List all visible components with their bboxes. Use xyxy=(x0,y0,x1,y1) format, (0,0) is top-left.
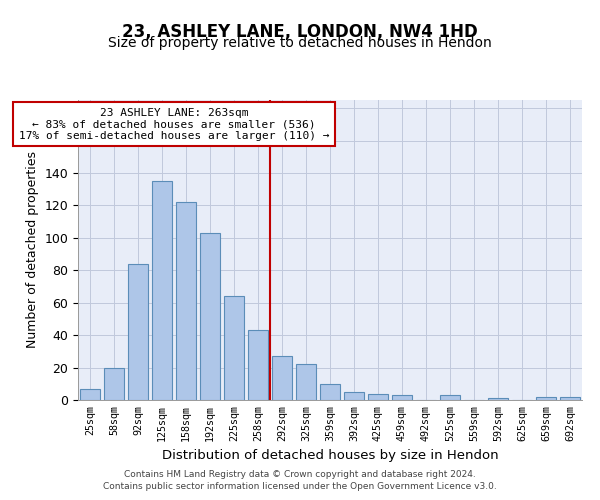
Text: 23 ASHLEY LANE: 263sqm
← 83% of detached houses are smaller (536)
17% of semi-de: 23 ASHLEY LANE: 263sqm ← 83% of detached… xyxy=(19,108,329,141)
Bar xyxy=(440,395,460,400)
Bar xyxy=(488,398,508,400)
Bar xyxy=(152,181,172,400)
Bar xyxy=(392,395,412,400)
Bar xyxy=(272,356,292,400)
Bar xyxy=(224,296,244,400)
Bar xyxy=(200,233,220,400)
Bar xyxy=(320,384,340,400)
Bar xyxy=(104,368,124,400)
Bar xyxy=(368,394,388,400)
X-axis label: Distribution of detached houses by size in Hendon: Distribution of detached houses by size … xyxy=(161,449,499,462)
Bar xyxy=(80,388,100,400)
Bar xyxy=(560,397,580,400)
Bar xyxy=(128,264,148,400)
Y-axis label: Number of detached properties: Number of detached properties xyxy=(26,152,39,348)
Bar xyxy=(296,364,316,400)
Text: Contains HM Land Registry data © Crown copyright and database right 2024.: Contains HM Land Registry data © Crown c… xyxy=(124,470,476,479)
Text: Size of property relative to detached houses in Hendon: Size of property relative to detached ho… xyxy=(108,36,492,50)
Text: Contains public sector information licensed under the Open Government Licence v3: Contains public sector information licen… xyxy=(103,482,497,491)
Bar xyxy=(344,392,364,400)
Bar xyxy=(176,202,196,400)
Bar xyxy=(536,397,556,400)
Bar xyxy=(248,330,268,400)
Text: 23, ASHLEY LANE, LONDON, NW4 1HD: 23, ASHLEY LANE, LONDON, NW4 1HD xyxy=(122,22,478,40)
